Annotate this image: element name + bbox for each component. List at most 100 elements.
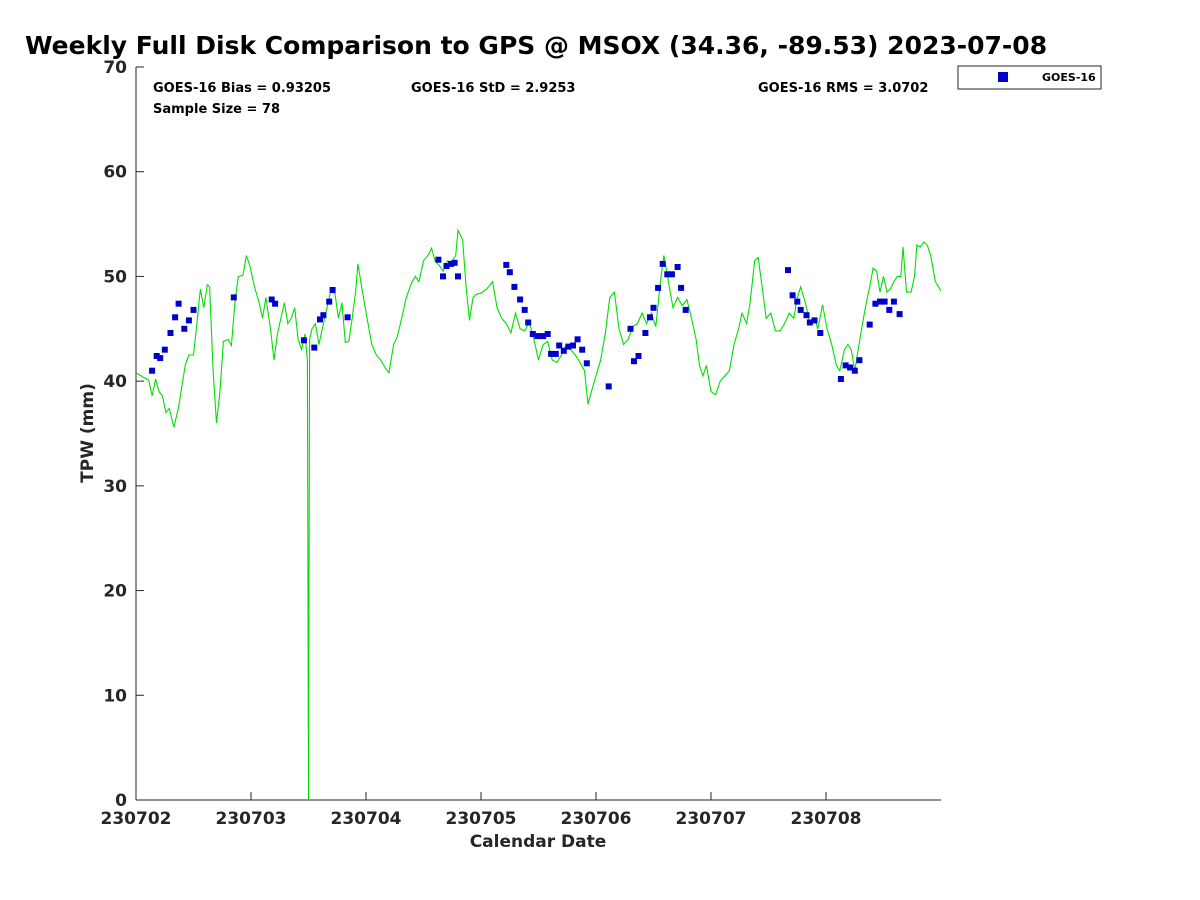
- goes16-point: [650, 304, 657, 311]
- series-layer: [135, 228, 942, 801]
- goes16-point: [448, 260, 455, 267]
- x-tick-label: 230702: [101, 809, 172, 829]
- legend-box: [957, 65, 1102, 90]
- goes16-point: [149, 367, 156, 374]
- goes16-point: [544, 331, 551, 337]
- goes16-point: [674, 264, 681, 270]
- goes16-point: [851, 367, 858, 374]
- goes16-point: [574, 336, 581, 343]
- rms-stat: GOES-16 RMS = 3.0702: [758, 81, 928, 96]
- goes16-point: [811, 317, 818, 324]
- goes16-point: [517, 296, 524, 303]
- plot-area: 0 10 20 30 40 50 60 70 230702 230703 230704 230705…: [101, 58, 942, 829]
- goes16-point: [548, 350, 555, 357]
- goes16-point: [317, 316, 323, 323]
- goes16-point: [627, 325, 634, 332]
- goes16-point: [570, 342, 576, 349]
- goes16-point: [806, 319, 813, 326]
- goes16-point: [785, 267, 791, 274]
- y-tick-label: 10: [103, 686, 127, 706]
- goes16-point: [631, 358, 637, 365]
- goes16-point: [583, 360, 590, 367]
- std-stat: GOES-16 StD = 2.9253: [411, 81, 575, 96]
- goes16-point: [451, 259, 458, 266]
- y-tick-label: 20: [103, 582, 127, 602]
- goes16-point: [579, 346, 586, 353]
- bias-stat: GOES-16 Bias = 0.93205: [153, 81, 331, 96]
- goes16-point: [678, 284, 685, 291]
- goes16-point: [837, 376, 844, 382]
- goes16-point: [552, 350, 559, 357]
- goes16-point: [190, 306, 197, 313]
- goes16-point: [329, 287, 336, 293]
- goes16-point: [642, 330, 649, 336]
- goes16-point: [435, 256, 442, 263]
- goes16-point: [881, 298, 888, 305]
- y-tick-label: 50: [103, 267, 127, 287]
- goes16-point: [797, 306, 804, 313]
- x-tick-label: 230703: [216, 809, 287, 829]
- x-tick-label: 230708: [791, 809, 862, 829]
- goes16-point: [668, 271, 675, 278]
- goes16-point: [872, 300, 879, 307]
- goes16-point: [230, 294, 237, 301]
- goes16-point: [682, 306, 689, 313]
- goes16-point: [647, 314, 653, 321]
- x-axis-label: Calendar Date: [470, 832, 607, 852]
- goes16-point: [866, 321, 873, 328]
- goes16-point: [655, 284, 662, 291]
- axes-background: [136, 67, 941, 800]
- goes16-point: [455, 273, 461, 280]
- goes16-point: [789, 292, 796, 299]
- y-tick-label: 30: [103, 477, 127, 497]
- goes16-point: [896, 311, 903, 318]
- goes16-point: [525, 319, 532, 326]
- goes16-point: [664, 271, 671, 278]
- goes16-point: [605, 383, 612, 390]
- legend-marker-goes16: [998, 72, 1008, 82]
- goes16-point: [326, 298, 333, 305]
- y-axis-label: TPW (mm): [78, 383, 98, 483]
- goes16-point: [890, 298, 897, 305]
- goes16-point: [506, 269, 513, 276]
- goes16-point: [161, 346, 168, 353]
- chart-title: Weekly Full Disk Comparison to GPS @ MSO…: [25, 31, 1047, 60]
- x-tick-label: 230704: [331, 809, 402, 829]
- goes16-point: [847, 364, 854, 371]
- goes16-point: [511, 283, 518, 290]
- goes16-point: [272, 300, 279, 307]
- goes16-point: [556, 342, 563, 349]
- goes16-point: [344, 314, 351, 321]
- goes16-point: [560, 347, 567, 354]
- goes16-point: [534, 333, 541, 340]
- goes16-point: [268, 296, 275, 303]
- goes16-point: [181, 325, 188, 332]
- goes16-point: [565, 343, 572, 350]
- goes16-point: [659, 260, 666, 267]
- goes16-point: [153, 353, 160, 359]
- x-ticks: 230702 230703 230704 230705 230706 230707 2307…: [101, 792, 862, 829]
- goes16-point: [635, 353, 642, 359]
- goes16-point: [185, 317, 192, 324]
- goes16-point: [540, 333, 547, 340]
- goes16-point: [320, 312, 327, 319]
- goes16-point: [300, 337, 307, 344]
- x-tick-label: 230707: [676, 809, 747, 829]
- goes16-point: [311, 344, 318, 351]
- legend: GOES-16: [957, 65, 1102, 90]
- gps-series-line: [135, 228, 942, 801]
- goes16-point: [842, 362, 849, 369]
- goes16-point: [886, 306, 893, 313]
- goes16-point: [167, 330, 174, 336]
- goes16-point: [172, 314, 179, 321]
- goes16-point: [440, 273, 446, 280]
- goes16-point: [877, 298, 883, 305]
- goes16-point: [521, 306, 528, 313]
- goes16-point: [817, 330, 824, 336]
- y-tick-label: 60: [103, 163, 127, 183]
- goes16-point: [794, 298, 801, 305]
- goes16-point: [856, 357, 863, 364]
- y-ticks: 0 10 20 30 40 50 60 70: [103, 58, 144, 811]
- goes16-point: [529, 331, 536, 337]
